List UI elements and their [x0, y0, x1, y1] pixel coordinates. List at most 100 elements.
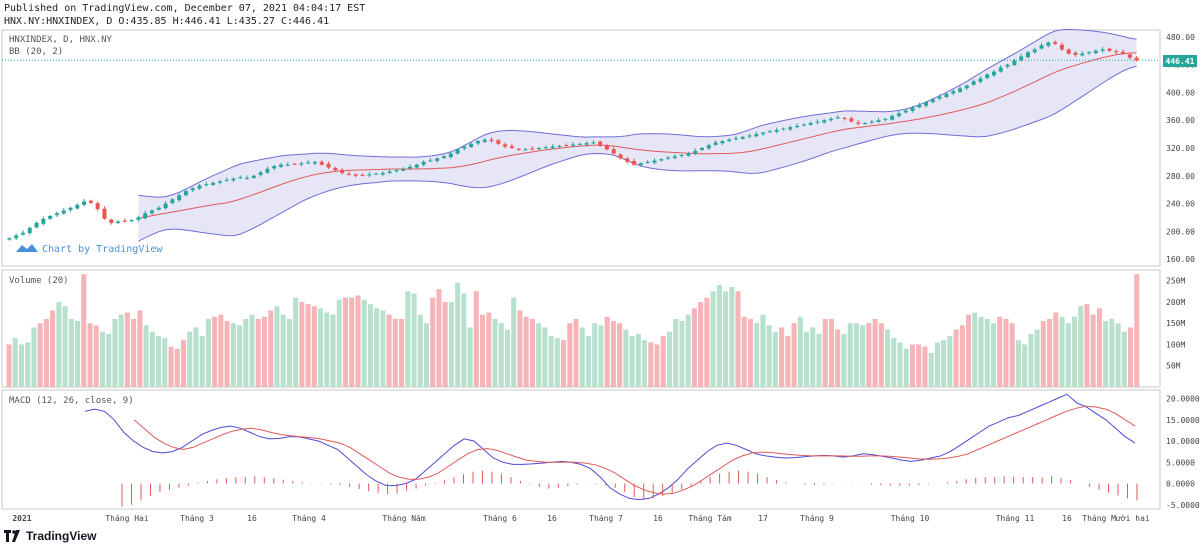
volume-bar	[243, 318, 249, 387]
candle-body	[598, 141, 603, 146]
candle-body	[788, 127, 793, 130]
volume-bar	[56, 301, 62, 387]
macd-axis-tick: 5.0000	[1166, 458, 1195, 467]
volume-bar	[486, 312, 492, 387]
candle-body	[14, 235, 19, 239]
volume-bar	[1096, 308, 1102, 387]
volume-bar	[666, 331, 672, 387]
volume-bar	[180, 340, 186, 387]
volume-bar	[523, 316, 529, 387]
volume-bar	[754, 323, 760, 387]
volume-bar	[766, 325, 772, 387]
candle-body	[1046, 42, 1051, 46]
candle-body	[903, 110, 908, 113]
volume-bar	[673, 318, 679, 387]
volume-bar	[137, 310, 143, 387]
volume-layer	[6, 274, 1140, 387]
candle-body	[754, 134, 759, 137]
candle-body	[217, 181, 222, 183]
volume-bar	[816, 333, 822, 387]
volume-bar	[1034, 329, 1040, 387]
volume-bar	[480, 314, 486, 387]
candle-body	[523, 149, 528, 151]
candle-body	[190, 188, 195, 191]
candle-body	[835, 117, 840, 119]
candle-body	[604, 145, 609, 150]
volume-bar	[237, 325, 243, 387]
volume-bar	[517, 310, 523, 387]
volume-bar	[922, 346, 928, 387]
candle-body	[122, 220, 127, 222]
bb-lower-line	[138, 65, 1137, 242]
volume-bar	[355, 295, 361, 387]
volume-bar	[230, 323, 236, 387]
candle-body	[41, 218, 46, 224]
last-price-label: 446.41	[1166, 57, 1195, 66]
volume-bar	[112, 318, 118, 387]
candle-body	[645, 161, 650, 163]
x-axis-label: 16	[653, 514, 663, 523]
volume-bar	[536, 323, 542, 387]
volume-bar	[1009, 323, 1015, 387]
candle-body	[706, 145, 711, 149]
candle-body	[394, 170, 399, 172]
volume-bar	[723, 291, 729, 387]
volume-bar	[218, 314, 224, 387]
candle-body	[727, 139, 732, 142]
volume-bar	[75, 321, 81, 387]
x-axis-label: Tháng Năm	[382, 514, 426, 523]
volume-bar	[12, 338, 18, 387]
volume-bar	[380, 310, 386, 387]
volume-bar	[193, 327, 199, 387]
volume-bar	[984, 318, 990, 387]
candle-body	[149, 210, 154, 214]
candle-body	[842, 117, 847, 119]
x-axis-label: Tháng Tám	[688, 514, 732, 523]
volume-bar	[1109, 318, 1115, 387]
candle-body	[1005, 64, 1010, 67]
x-axis-label: 16	[247, 514, 257, 523]
candle-body	[299, 163, 304, 165]
volume-bar	[878, 323, 884, 387]
volume-bar	[853, 323, 859, 387]
volume-bar	[342, 297, 348, 387]
volume-bar	[168, 346, 174, 387]
volume-bar	[685, 314, 691, 387]
candle-body	[469, 143, 474, 148]
price-pane-frame	[1, 29, 1161, 267]
candle-body	[740, 136, 745, 139]
candle-body	[380, 172, 385, 175]
candle-body	[1012, 60, 1017, 66]
candle-body	[272, 166, 277, 169]
candle-body	[652, 160, 657, 163]
candle-body	[360, 174, 365, 176]
x-axis-label: 16	[1062, 514, 1072, 523]
volume-bar	[1022, 344, 1028, 387]
volume-bar	[548, 335, 554, 387]
candle-body	[435, 158, 440, 161]
volume-bar	[492, 318, 498, 387]
candle-body	[367, 174, 372, 176]
candle-body	[279, 164, 284, 167]
volume-bar	[436, 289, 442, 387]
volume-bar	[417, 314, 423, 387]
volume-bar	[729, 287, 735, 387]
candle-body	[503, 144, 508, 147]
candle-body	[543, 147, 548, 149]
volume-bar	[1121, 331, 1127, 387]
volume-bar	[224, 321, 230, 387]
volume-bar	[860, 325, 866, 387]
volume-bar	[286, 318, 292, 387]
macd-axis-tick: 0.0000	[1166, 480, 1195, 489]
candle-body	[82, 201, 87, 205]
candle-body	[326, 163, 331, 168]
volume-bar	[866, 323, 872, 387]
volume-bar	[498, 323, 504, 387]
candle-body	[638, 163, 643, 166]
candle-body	[1134, 57, 1139, 61]
volume-bar	[554, 338, 560, 387]
price-axis-tick: 240.00	[1166, 200, 1195, 209]
candle-body	[537, 148, 542, 150]
candle-body	[34, 222, 39, 228]
volume-bar	[997, 316, 1003, 387]
